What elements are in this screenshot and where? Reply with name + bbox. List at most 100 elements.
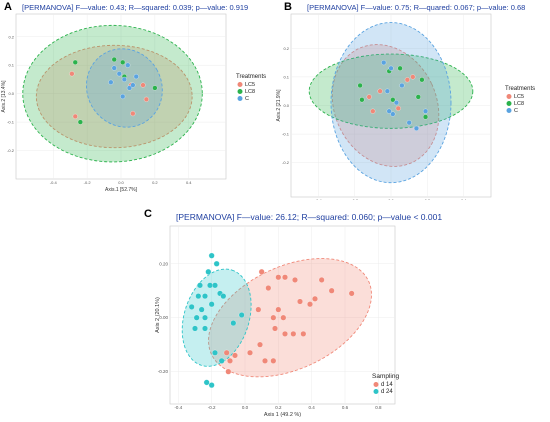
data-point-c bbox=[393, 100, 400, 106]
chart-a: -0.4 -0.2 0.0 0.2 0.4 -0.2 -0.1 0.0 0.1 0.2 Axis.1… bbox=[1, 13, 266, 193]
panel-a: A [PERMANOVA] F—value: 0.43; R—squared: … bbox=[0, 0, 275, 200]
data-point-lc5 bbox=[370, 108, 376, 114]
data-point-lc8 bbox=[111, 56, 117, 63]
data-point-c bbox=[121, 76, 127, 82]
data-point-d-14 bbox=[232, 352, 238, 359]
data-point-d-24 bbox=[202, 314, 208, 321]
ellipse-c bbox=[330, 22, 452, 184]
y-axis-label: Axis.2 [21.9%] bbox=[276, 89, 282, 122]
data-point-d-14 bbox=[280, 314, 287, 321]
data-point-lc8 bbox=[397, 65, 403, 71]
data-point-lc8 bbox=[152, 85, 158, 91]
data-point-d-24 bbox=[202, 293, 208, 300]
data-point-c bbox=[388, 65, 394, 71]
data-point-d-14 bbox=[307, 301, 313, 308]
data-point-c bbox=[422, 108, 429, 114]
y-tick-label: -0.20 bbox=[158, 369, 169, 374]
legend-label: d 14 bbox=[381, 382, 393, 388]
y-tick-label: 0.1 bbox=[283, 74, 289, 79]
data-point-d-14 bbox=[292, 276, 298, 283]
data-point-d-24 bbox=[220, 293, 227, 300]
data-point-c bbox=[406, 120, 412, 126]
y-tick-label: 0.20 bbox=[159, 261, 168, 266]
data-point-d-14 bbox=[225, 368, 232, 375]
y-tick-label: -0.2 bbox=[7, 148, 15, 153]
legend-swatch bbox=[373, 382, 379, 387]
data-point-lc5 bbox=[130, 111, 136, 117]
y-tick-label: -0.2 bbox=[282, 160, 290, 165]
data-point-c bbox=[386, 108, 392, 114]
data-point-lc5 bbox=[410, 74, 416, 80]
data-point-lc5 bbox=[72, 113, 78, 119]
x-tick-label: -0.4 bbox=[315, 198, 323, 200]
data-point-lc8 bbox=[390, 97, 396, 103]
data-point-d-14 bbox=[318, 276, 325, 283]
data-point-d-14 bbox=[275, 274, 282, 281]
legend-label: LC5 bbox=[514, 94, 524, 100]
data-point-lc8 bbox=[422, 114, 429, 120]
data-point-d-24 bbox=[208, 301, 215, 308]
data-point-c bbox=[413, 125, 420, 131]
y-tick-label: 0.0 bbox=[283, 103, 289, 108]
data-point-lc8 bbox=[419, 77, 425, 83]
data-point-lc5 bbox=[395, 105, 401, 111]
data-point-d-14 bbox=[258, 268, 265, 275]
panel-label-a: A bbox=[4, 1, 12, 13]
data-point-d-24 bbox=[203, 379, 210, 386]
data-point-c bbox=[384, 88, 390, 94]
data-point-lc8 bbox=[359, 97, 365, 103]
data-point-d-14 bbox=[300, 330, 307, 337]
x-tick-label: 0.0 bbox=[242, 405, 249, 410]
data-point-d-14 bbox=[255, 306, 262, 313]
data-point-d-14 bbox=[290, 330, 297, 337]
y-tick-label: 0.00 bbox=[159, 315, 168, 320]
data-point-lc8 bbox=[120, 59, 126, 65]
y-tick-label: -0.1 bbox=[282, 132, 290, 137]
data-point-d-14 bbox=[270, 314, 277, 321]
panel-label-c: C bbox=[144, 208, 152, 220]
panel-c-title: [PERMANOVA] F—value: 26.12; R—squared: 0… bbox=[176, 212, 443, 222]
x-tick-label: 0.6 bbox=[342, 405, 349, 410]
data-point-d-24 bbox=[218, 357, 225, 364]
legend-swatch bbox=[237, 89, 243, 94]
data-point-d-24 bbox=[193, 314, 200, 321]
panel-label-b: B bbox=[284, 1, 292, 13]
x-tick-label: 0.0 bbox=[388, 198, 394, 200]
ellipse-c bbox=[86, 48, 163, 128]
y-tick-label: 0.2 bbox=[283, 46, 289, 51]
panel-b-title: [PERMANOVA] F—value: 0.75; R—quared: 0.0… bbox=[307, 3, 526, 12]
data-point-d-24 bbox=[207, 282, 213, 289]
x-tick-label: 0.4 bbox=[186, 180, 192, 185]
data-point-d-14 bbox=[272, 325, 278, 332]
legend-swatch bbox=[506, 94, 512, 99]
data-point-d-24 bbox=[238, 312, 245, 318]
data-point-d-24 bbox=[195, 293, 202, 300]
panel-c: C [PERMANOVA] F—value: 26.12; R—squared:… bbox=[140, 206, 442, 422]
legend-swatch bbox=[506, 101, 512, 106]
data-point-c bbox=[125, 62, 131, 68]
legend-label: C bbox=[514, 108, 518, 114]
y-tick-label: 0.0 bbox=[8, 91, 14, 96]
legend-label: d 24 bbox=[381, 389, 393, 395]
x-tick-label: -0.4 bbox=[50, 180, 58, 185]
x-tick-label: 0.4 bbox=[309, 405, 316, 410]
x-axis-label: Axis 1 (49.2 %) bbox=[264, 412, 301, 418]
panel-b: B [PERMANOVA] F—value: 0.75; R—quared: 0… bbox=[275, 0, 550, 200]
data-point-d-14 bbox=[282, 274, 288, 281]
ellipse-lc8 bbox=[22, 24, 203, 163]
data-point-lc5 bbox=[140, 82, 146, 88]
data-point-lc5 bbox=[377, 88, 383, 94]
x-tick-label: 0.2 bbox=[425, 198, 431, 200]
legend: Sampling d 14d 24 bbox=[372, 373, 399, 395]
data-point-c bbox=[133, 74, 139, 80]
legend-label: C bbox=[245, 96, 249, 102]
x-tick-label: 0.2 bbox=[275, 405, 282, 410]
data-point-d-14 bbox=[270, 357, 277, 364]
data-point-c bbox=[108, 79, 114, 85]
data-point-d-24 bbox=[212, 349, 218, 356]
y-axis-label: Axis 2 (20.1%) bbox=[155, 297, 161, 333]
ellipse-lc5 bbox=[35, 44, 193, 149]
data-point-d-14 bbox=[247, 349, 253, 356]
data-point-c bbox=[381, 60, 387, 66]
